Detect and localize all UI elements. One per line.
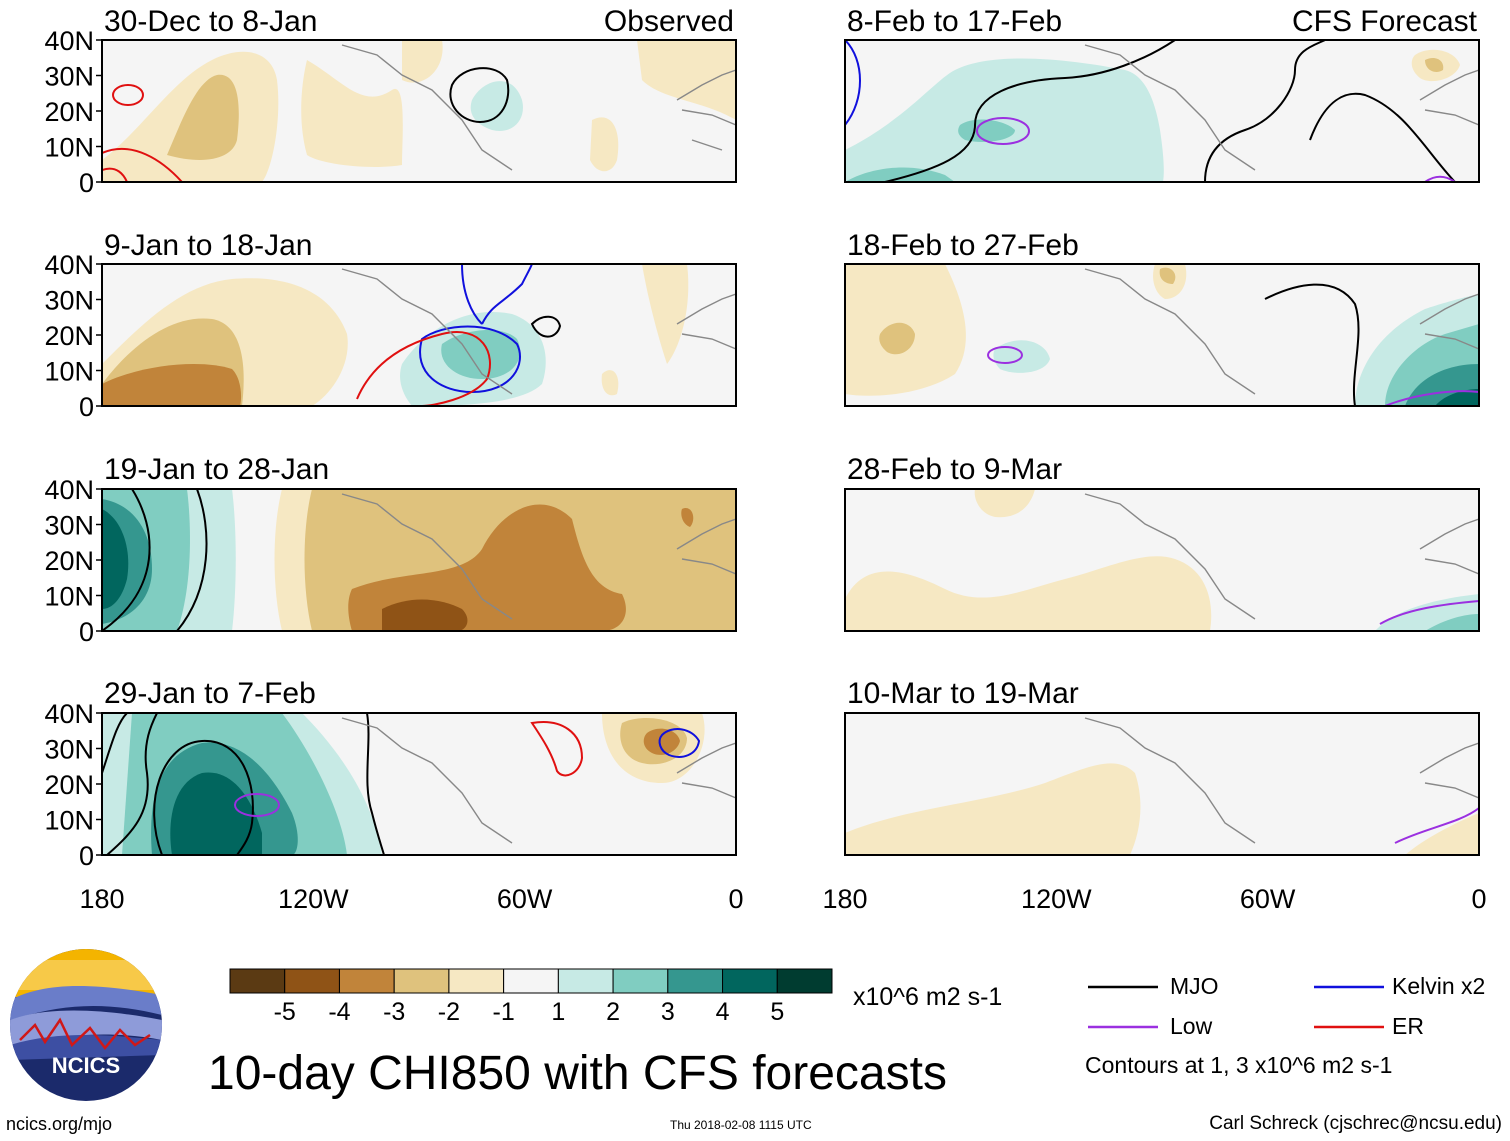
- colorbar-swatch: [667, 968, 724, 994]
- cfs-forecast-header: CFS Forecast: [1292, 5, 1478, 38]
- lat-tick-label: 10N: [44, 582, 94, 612]
- lon-tick-label: 120W: [278, 884, 349, 914]
- footer-author: Carl Schreck (cjschrec@ncsu.edu): [1209, 1113, 1502, 1134]
- panel-6-label: 18-Feb to 27-Feb: [847, 229, 1079, 262]
- legend-er-label: ER: [1392, 1013, 1424, 1039]
- panel-3-label: 19-Jan to 28-Jan: [104, 453, 329, 486]
- lon-tick-label: 180: [79, 884, 124, 914]
- lon-tick-label: 60W: [1240, 884, 1296, 914]
- colorbar-swatch: [448, 968, 505, 994]
- ncics-logo: NCICS: [10, 949, 162, 1101]
- panel-7-label: 28-Feb to 9-Mar: [847, 453, 1062, 486]
- colorbar-tick-label: -5: [274, 998, 296, 1026]
- colorbar-swatch: [284, 968, 340, 994]
- colorbar-swatch: [338, 968, 395, 994]
- lon-tick-label: 0: [1471, 884, 1486, 914]
- panel-1: [101, 39, 737, 183]
- colorbar-swatch: [776, 968, 833, 994]
- colorbar-tick-label: -4: [328, 998, 350, 1026]
- lat-tick-label: 20N: [44, 770, 94, 800]
- lat-tick-label: 10N: [44, 357, 94, 387]
- lat-ticks: 40N 30N 20N 10N 0 40N 30N 20N 10N 0 40N 30N 20N 10N 0 4…: [44, 26, 102, 871]
- lat-tick-label: 10N: [44, 133, 94, 163]
- colorbar-tick-label: -1: [493, 998, 515, 1026]
- lat-tick-label: 20N: [44, 546, 94, 576]
- legend-kelvin-label: Kelvin x2: [1392, 973, 1486, 999]
- lat-tick-label: 20N: [44, 321, 94, 351]
- colorbar-swatch: [612, 968, 669, 994]
- colorbar-tick-label: -2: [438, 998, 460, 1026]
- footer-timestamp: Thu 2018-02-08 1115 UTC: [670, 1118, 812, 1132]
- lat-tick-label: 20N: [44, 97, 94, 127]
- observed-header: Observed: [604, 5, 734, 38]
- lat-tick-label: 30N: [44, 735, 94, 765]
- lat-tick-label: 30N: [44, 62, 94, 92]
- colorbar-swatch: [557, 968, 614, 994]
- panel-4: [101, 712, 737, 856]
- lat-tick-label: 0: [79, 392, 94, 422]
- contour-note: Contours at 1, 3 x10^6 m2 s-1: [1085, 1052, 1393, 1078]
- lat-tick-label: 30N: [44, 511, 94, 541]
- colorbar: -5 -4 -3 -2 -1 1 2 3 4 5: [229, 968, 833, 1026]
- lat-tick-label: 40N: [44, 699, 94, 729]
- lon-tick-label: 120W: [1021, 884, 1092, 914]
- lat-tick-label: 40N: [44, 250, 94, 280]
- panel-2: [101, 263, 737, 407]
- lat-tick-label: 0: [79, 168, 94, 198]
- footer-url: ncics.org/mjo: [6, 1114, 113, 1134]
- colorbar-tick-label: 1: [551, 998, 565, 1026]
- colorbar-tick-label: -3: [383, 998, 405, 1026]
- lon-tick-label: 60W: [497, 884, 553, 914]
- lat-tick-label: 10N: [44, 806, 94, 836]
- panel-2-label: 9-Jan to 18-Jan: [104, 229, 312, 262]
- lat-tick-label: 0: [79, 617, 94, 647]
- ncics-logo-text: NCICS: [52, 1053, 120, 1078]
- lon-ticks: 180 120W 60W 0 180 120W 60W 0: [79, 884, 1486, 914]
- panel-1-label: 30-Dec to 8-Jan: [104, 5, 317, 38]
- legend-low-label: Low: [1170, 1013, 1213, 1039]
- panel-8: [844, 712, 1480, 856]
- colorbar-tick-label: 5: [770, 998, 784, 1026]
- lat-tick-label: 30N: [44, 286, 94, 316]
- panel-5-label: 8-Feb to 17-Feb: [847, 5, 1062, 38]
- lat-tick-label: 40N: [44, 26, 94, 56]
- panel-6: [844, 263, 1480, 407]
- lon-tick-label: 0: [728, 884, 743, 914]
- colorbar-swatch: [722, 968, 778, 994]
- panel-4-label: 29-Jan to 7-Feb: [104, 677, 316, 710]
- lat-tick-label: 0: [79, 841, 94, 871]
- chart-title: 10-day CHI850 with CFS forecasts: [208, 1047, 947, 1100]
- panel-7: [844, 488, 1480, 632]
- colorbar-swatch: [229, 968, 286, 994]
- lon-tick-label: 180: [822, 884, 867, 914]
- lat-tick-label: 40N: [44, 475, 94, 505]
- legend-mjo-label: MJO: [1170, 973, 1219, 999]
- colorbar-tick-label: 4: [716, 998, 730, 1026]
- colorbar-swatch: [503, 968, 559, 994]
- units-label: x10^6 m2 s-1: [853, 983, 1003, 1011]
- colorbar-tick-label: 3: [661, 998, 675, 1026]
- panel-3: [101, 488, 737, 632]
- colorbar-tick-label: 2: [606, 998, 620, 1026]
- panel-8-label: 10-Mar to 19-Mar: [847, 677, 1079, 710]
- colorbar-swatch: [393, 968, 450, 994]
- panel-5: [844, 39, 1480, 183]
